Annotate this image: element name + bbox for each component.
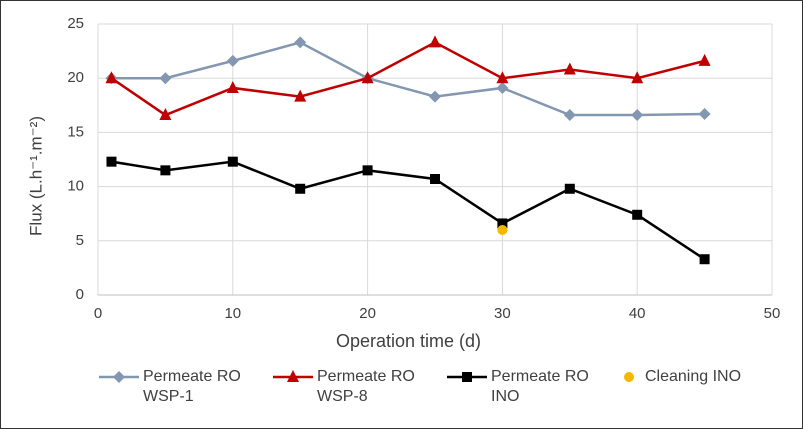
x-tick-label: 10 <box>224 305 241 322</box>
y-tick-label: 10 <box>67 178 84 195</box>
legend-symbol <box>447 372 487 382</box>
marker <box>430 174 440 185</box>
marker <box>699 254 710 265</box>
x-tick-label: 20 <box>359 305 376 322</box>
legend-label: Cleaning INO <box>645 368 742 385</box>
legend-marker <box>113 371 125 383</box>
marker <box>429 90 441 103</box>
legend-marker <box>624 372 634 382</box>
legend-marker <box>287 370 299 382</box>
marker <box>106 156 117 167</box>
y-axis-title: Flux (L.h⁻¹.m⁻²) <box>26 116 45 236</box>
legend-symbol <box>624 372 634 382</box>
marker <box>632 209 643 220</box>
marker <box>631 109 644 122</box>
marker <box>698 107 711 120</box>
legend-item: Permeate RO INO <box>447 367 609 407</box>
marker <box>294 36 307 49</box>
marker <box>361 71 374 84</box>
legend-marker <box>462 372 472 382</box>
marker <box>159 108 172 121</box>
marker <box>496 71 509 84</box>
marker <box>362 165 373 176</box>
marker <box>294 89 307 102</box>
marker <box>429 35 441 48</box>
legend-symbol <box>99 371 139 383</box>
marker <box>563 109 576 122</box>
x-tick-label: 50 <box>764 305 781 322</box>
y-tick-label: 0 <box>76 286 84 303</box>
y-tick-label: 5 <box>76 232 84 249</box>
marker <box>563 62 576 75</box>
legend-item: Cleaning INO <box>621 367 763 387</box>
legend-label: Permeate RO WSP-8 <box>317 368 415 405</box>
x-axis-title: Operation time (d) <box>336 331 481 351</box>
marker <box>497 224 508 235</box>
x-tick-label: 30 <box>494 305 511 322</box>
marker <box>226 80 239 93</box>
marker <box>295 183 306 194</box>
marker <box>698 53 711 66</box>
marker <box>105 71 118 84</box>
x-tick-label: 0 <box>94 305 102 322</box>
series-line <box>111 41 705 117</box>
marker <box>226 54 239 67</box>
marker <box>227 156 238 167</box>
y-tick-label: 15 <box>67 123 84 140</box>
y-tick-label: 20 <box>67 69 84 86</box>
series-line <box>110 41 705 117</box>
marker <box>496 81 509 94</box>
legend-label: Permeate RO WSP-1 <box>143 368 241 405</box>
marker <box>497 218 508 229</box>
legend-symbol <box>273 370 313 382</box>
legend-item: Permeate RO WSP-8 <box>273 367 435 407</box>
y-tick-label: 25 <box>67 15 84 32</box>
marker <box>564 183 575 194</box>
legend-item: Permeate RO WSP-1 <box>99 367 261 407</box>
legend-label: Permeate RO INO <box>491 368 589 405</box>
series-line <box>111 160 706 261</box>
marker <box>631 71 644 84</box>
x-tick-label: 40 <box>629 305 646 322</box>
marker <box>159 72 172 85</box>
marker <box>160 165 171 176</box>
